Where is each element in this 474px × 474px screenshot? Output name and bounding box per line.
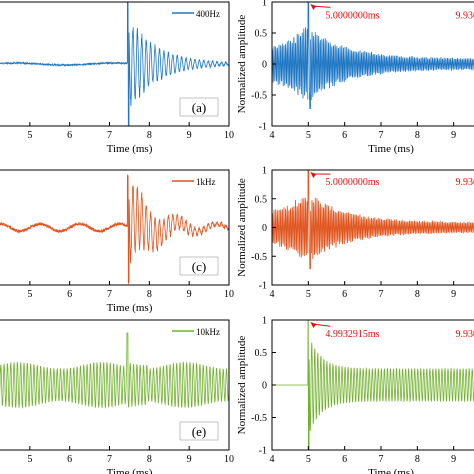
x-tick-label-a: 7 [107, 130, 112, 141]
x-tick-label-f: 8 [415, 454, 420, 465]
y-axis-label-f: Normalized amplitude [236, 336, 248, 435]
annotation-text-d: 9.93650 [455, 177, 474, 188]
x-tick-label-e: 9 [187, 454, 192, 465]
series-line-c [0, 173, 230, 285]
x-tick-label-b: 9 [451, 130, 456, 141]
x-tick-label-f: 4 [270, 454, 275, 465]
series-line-f [272, 319, 474, 451]
y-axis-label-b: Normalized amplitude [236, 15, 248, 114]
x-axis-label-a: Time (ms) [107, 143, 153, 155]
y-tick-label-d: 0 [262, 223, 267, 234]
panel-label-e: (e) [192, 424, 206, 439]
x-axis-label-f: Time (ms) [368, 467, 414, 474]
x-tick-label-f: 9 [451, 454, 456, 465]
annotation-text-f: 4.9932915ms [325, 329, 379, 340]
y-tick-label-b: 0.5 [255, 29, 268, 40]
annotation-arrowhead-f [310, 322, 317, 328]
x-tick-label-d: 6 [342, 289, 347, 300]
annotation-text-b: 5.0000000ms [325, 10, 379, 21]
y-tick-label-b: 0 [262, 60, 267, 71]
x-tick-label-c: 10 [224, 289, 234, 300]
y-tick-label-f: -1 [259, 446, 267, 457]
panel-label-box-a [179, 97, 219, 117]
series-line-a [0, 1, 230, 127]
y-tick-label-b: -0.5 [251, 91, 267, 102]
x-tick-label-f: 5 [306, 454, 311, 465]
y-axis-label-d: Normalized amplitude [236, 178, 248, 277]
annotation-arrowhead-b [310, 4, 317, 10]
x-tick-label-c: 8 [147, 289, 152, 300]
annotation-text-d: 5.0000000ms [325, 177, 379, 188]
x-tick-label-e: 7 [107, 454, 112, 465]
x-tick-label-f: 7 [379, 454, 384, 465]
x-tick-label-c: 5 [27, 289, 32, 300]
x-tick-label-b: 8 [415, 130, 420, 141]
x-tick-label-a: 5 [27, 130, 32, 141]
annotation-text-f: 9.93000 [455, 329, 474, 340]
y-tick-label-f: 0 [262, 381, 267, 392]
y-tick-label-b: -1 [259, 122, 267, 133]
x-tick-label-d: 8 [415, 289, 420, 300]
panel-label-box-e [179, 421, 219, 441]
series-line-e [0, 332, 230, 409]
panel-label-box-c [179, 256, 219, 276]
y-tick-label-d: 1 [262, 166, 267, 177]
x-tick-label-b: 7 [379, 130, 384, 141]
x-tick-label-c: 9 [187, 289, 192, 300]
annotation-text-b: 9.93680 [455, 10, 474, 21]
y-tick-label-f: 1 [262, 316, 267, 327]
y-tick-label-d: -1 [259, 281, 267, 292]
y-tick-label-b: 1 [262, 0, 267, 9]
y-tick-label-f: 0.5 [255, 348, 268, 359]
x-tick-label-a: 6 [67, 130, 72, 141]
x-tick-label-c: 7 [107, 289, 112, 300]
x-tick-label-b: 5 [306, 130, 311, 141]
annotation-arrowhead-d [310, 172, 317, 178]
x-tick-label-d: 5 [306, 289, 311, 300]
y-tick-label-d: -0.5 [251, 252, 267, 263]
legend-label-a: 400Hz [196, 9, 220, 19]
x-tick-label-e: 5 [27, 454, 32, 465]
x-tick-label-a: 8 [147, 130, 152, 141]
x-tick-label-b: 4 [270, 130, 275, 141]
x-tick-label-d: 9 [451, 289, 456, 300]
panel-label-c: (c) [192, 259, 206, 274]
x-tick-label-d: 4 [270, 289, 275, 300]
x-tick-label-e: 8 [147, 454, 152, 465]
x-tick-label-b: 6 [342, 130, 347, 141]
x-tick-label-f: 6 [342, 454, 347, 465]
legend-label-c: 1kHz [196, 177, 216, 187]
y-tick-label-f: -0.5 [251, 413, 267, 424]
x-tick-label-c: 6 [67, 289, 72, 300]
y-tick-label-d: 0.5 [255, 194, 268, 205]
x-tick-label-e: 6 [67, 454, 72, 465]
x-tick-label-d: 7 [379, 289, 384, 300]
x-axis-label-e: Time (ms) [107, 467, 153, 474]
legend-label-e: 10kHz [196, 327, 220, 337]
x-axis-label-b: Time (ms) [368, 143, 414, 155]
x-tick-label-a: 9 [187, 130, 192, 141]
x-tick-label-e: 10 [224, 454, 234, 465]
x-axis-label-c: Time (ms) [107, 302, 153, 314]
x-tick-label-a: 10 [224, 130, 234, 141]
panel-label-a: (a) [192, 100, 206, 115]
